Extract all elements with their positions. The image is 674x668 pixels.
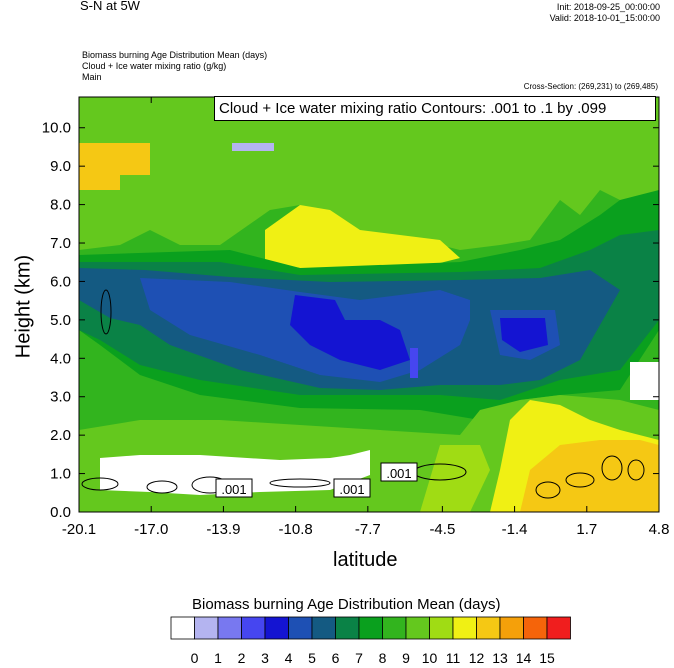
y-tick-label: 7.0 — [50, 235, 71, 252]
x-tick-label: -17.0 — [134, 521, 168, 538]
y-tick-label: 1.0 — [50, 466, 71, 483]
cloud-contours — [81, 289, 645, 499]
y-tick-label: 3.0 — [50, 389, 71, 406]
contour-label-1: .001 — [221, 482, 246, 497]
age-region-4b — [500, 318, 548, 352]
init-time: Init: 2018-09-25_00:00:00 — [556, 2, 660, 12]
colorbar-title: Biomass burning Age Distribution Mean (d… — [192, 596, 501, 613]
colorbar-swatch — [523, 616, 548, 640]
y-tick-label: 6.0 — [50, 273, 71, 290]
colorbar-label: 0 — [191, 650, 199, 666]
age-region-10 — [79, 97, 659, 250]
y-axis-label: Height (km) — [12, 254, 35, 359]
colorbar-label: 4 — [285, 650, 293, 666]
x-tick-label: -10.8 — [279, 521, 313, 538]
x-tick-label: 4.8 — [649, 521, 670, 538]
x-tick-label: -7.7 — [355, 521, 381, 538]
y-axis: 0.0 1.0 2.0 3.0 4.0 5.0 6.0 7.0 8.0 9.0 10.0 — [42, 120, 659, 521]
field-line-2: Cloud + Ice water mixing ratio (g/kg) — [82, 61, 227, 71]
colorbar-swatch — [170, 616, 195, 640]
valid-time: Valid: 2018-10-01_15:00:00 — [549, 13, 660, 23]
colorbar-swatch — [264, 616, 289, 640]
y-tick-label: 0.0 — [50, 504, 71, 521]
colorbar-swatch — [358, 616, 383, 640]
age-region-1 — [232, 143, 274, 151]
colorbar-swatch — [499, 616, 524, 640]
x-tick-label: -20.1 — [62, 521, 96, 538]
age-region-0-east — [630, 362, 659, 400]
field-line-3: Main — [82, 72, 102, 82]
colorbar-swatch — [452, 616, 477, 640]
y-tick-label: 4.0 — [50, 350, 71, 367]
colorbar-label: 11 — [446, 650, 461, 666]
colorbar-label: 12 — [469, 650, 485, 666]
x-tick-label: -4.5 — [429, 521, 455, 538]
age-region-13-low — [520, 440, 659, 512]
colorbar-label: 8 — [379, 650, 387, 666]
age-region-4a — [290, 295, 410, 370]
y-tick-label: 2.0 — [50, 427, 71, 444]
colorbar-label: 3 — [261, 650, 269, 666]
colorbar-swatch — [335, 616, 360, 640]
x-axis-label: latitude — [333, 549, 398, 571]
colorbar-label: 1 — [214, 650, 222, 666]
y-tick-label: 8.0 — [50, 197, 71, 214]
contour-info-box: Cloud + Ice water mixing ratio Contours:… — [214, 96, 656, 121]
colorbar-swatch — [311, 616, 336, 640]
colorbar-swatch — [288, 616, 313, 640]
chart-title: S-N at 5W — [80, 0, 140, 13]
colorbar-swatch — [241, 616, 266, 640]
y-tick-label: 9.0 — [50, 158, 71, 175]
y-tick-label: 10.0 — [42, 120, 71, 137]
age-region-13 — [79, 143, 150, 190]
age-region-0-surface — [100, 450, 370, 495]
contour-labels: .001 .001 .001 — [215, 462, 418, 498]
colorbar-swatch — [382, 616, 407, 640]
x-tick-label: 1.7 — [576, 521, 597, 538]
cross-section-label: Cross-Section: (269,231) to (269,485) — [523, 82, 658, 91]
colorbar-label: 10 — [422, 650, 438, 666]
colorbar-label: 5 — [308, 650, 316, 666]
plot-area — [79, 97, 659, 512]
colorbar-swatch — [546, 616, 571, 640]
colorbar-label: 2 — [238, 650, 246, 666]
colorbar-label: 9 — [402, 650, 410, 666]
colorbar-swatch — [405, 616, 430, 640]
age-region-3 — [410, 348, 418, 378]
colorbar-label: 13 — [492, 650, 508, 666]
colorbar: 0 1 2 3 4 5 6 7 8 9 10 11 12 13 14 15 — [170, 616, 571, 666]
colorbar-swatch — [217, 616, 242, 640]
x-tick-label: -1.4 — [502, 521, 528, 538]
colorbar-swatch — [194, 616, 219, 640]
contour-label-3: .001 — [386, 466, 411, 481]
contour-label-2: .001 — [339, 482, 364, 497]
colorbar-label: 7 — [355, 650, 363, 666]
x-axis: -20.1 -17.0 -13.9 -10.8 -7.7 -4.5 -1.4 1.7 4.8 — [62, 97, 670, 538]
field-line-1: Biomass burning Age Distribution Mean (d… — [82, 50, 268, 60]
y-tick-label: 5.0 — [50, 312, 71, 329]
x-tick-label: -13.9 — [206, 521, 240, 538]
colorbar-swatch — [476, 616, 501, 640]
colorbar-label: 6 — [332, 650, 340, 666]
age-region-12 — [265, 205, 460, 268]
colorbar-label: 14 — [516, 650, 532, 666]
colorbar-label: 15 — [539, 650, 555, 666]
colorbar-swatch — [429, 616, 454, 640]
